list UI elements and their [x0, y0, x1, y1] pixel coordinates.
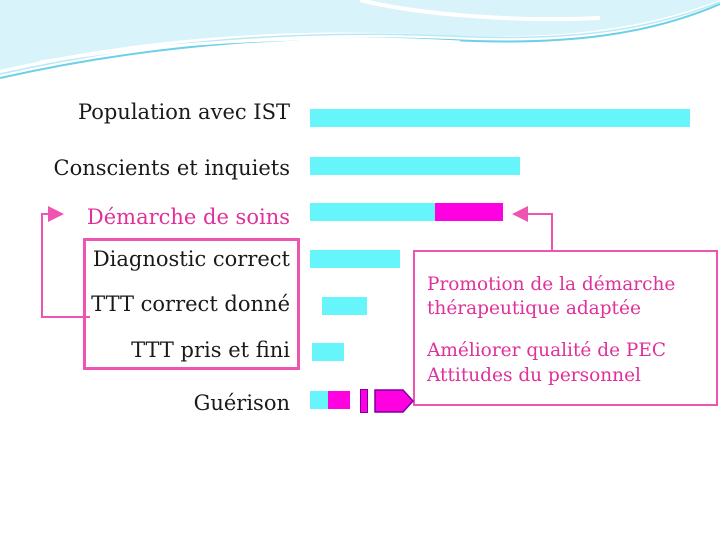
promotion-line-1: Promotion de la démarche: [427, 274, 676, 295]
step-label-ttt-donne: TTT correct donné: [91, 292, 290, 316]
step-label-diagnostic: Diagnostic correct: [92, 247, 290, 271]
step-label-conscients: Conscients et inquiets: [53, 156, 290, 180]
header-wave-decoration: [0, 0, 720, 79]
right-feedback-arrow: [512, 206, 553, 250]
promotion-line-2: thérapeutique adaptée: [427, 298, 641, 319]
guerison-marker: [360, 389, 368, 413]
promotion-line-4: Attitudes du personnel: [427, 365, 641, 386]
step-label-guerison: Guérison: [193, 391, 290, 415]
bar-ttt-fini: [312, 343, 344, 361]
step-label-population: Population avec IST: [77, 100, 290, 124]
bar-diagnostic: [310, 250, 400, 268]
promotion-box: Promotion de la démarche thérapeutique a…: [413, 250, 718, 406]
guerison-arrow-shape: [374, 389, 415, 413]
bar-guerison-gain: [328, 391, 350, 409]
step-label-ttt-fini: TTT pris et fini: [131, 338, 290, 362]
bar-population: [310, 109, 690, 127]
diagnostic-treatment-frame: [83, 238, 300, 370]
bar-conscients: [310, 157, 520, 175]
promotion-line-3: Améliorer qualité de PEC: [427, 340, 667, 361]
bar-ttt-donne: [322, 297, 367, 315]
step-label-demarche: Démarche de soins: [86, 205, 290, 229]
bar-guerison: [310, 391, 328, 409]
bar-demarche-gain: [435, 203, 503, 221]
bar-demarche: [310, 203, 435, 221]
